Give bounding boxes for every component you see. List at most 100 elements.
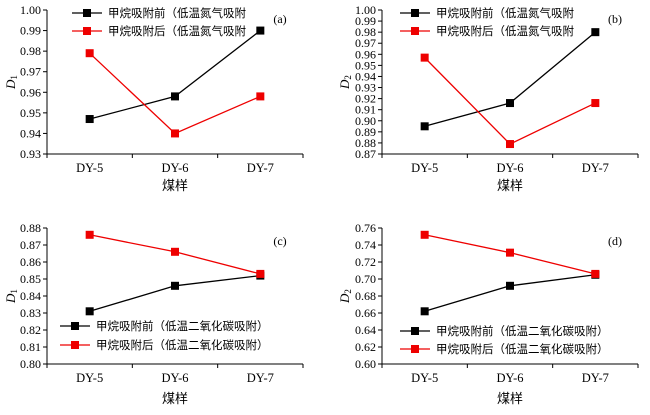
y-tick-label: 0.64 bbox=[355, 323, 376, 337]
data-point bbox=[591, 28, 600, 37]
y-tick-label: 0.94 bbox=[20, 126, 41, 140]
x-axis-title: 煤样 bbox=[162, 391, 188, 406]
y-tick-label: 0.86 bbox=[20, 255, 41, 269]
x-tick-label: DY-7 bbox=[582, 371, 609, 385]
legend-label: 甲烷吸附前（低温二氧化碳吸附） bbox=[96, 319, 269, 333]
chart-panel-3: 0.60 0.62 0.64 0.66 0.68 0.70 0.72 0.74 0.76 DY-5… bbox=[337, 221, 639, 406]
chart-panel-1: 0.870.880.890.900.910.920.930.940.950.96… bbox=[337, 3, 639, 193]
y-tick-label: 0.95 bbox=[20, 106, 41, 120]
y-tick-label: 0.98 bbox=[20, 44, 41, 58]
x-tick-label: DY-6 bbox=[161, 161, 188, 175]
legend-label: 甲烷吸附前（低温二氧化碳吸附） bbox=[436, 324, 609, 338]
y-tick-label: 0.91 bbox=[355, 103, 376, 117]
data-point bbox=[591, 269, 600, 278]
y-tick-label: 0.89 bbox=[355, 125, 376, 139]
y-tick-label: 0.88 bbox=[20, 221, 41, 235]
y-axis-title: D1 bbox=[3, 289, 19, 304]
x-tick-label: DY-6 bbox=[496, 161, 523, 175]
data-point bbox=[256, 26, 265, 35]
y-tick-label: 0.66 bbox=[355, 306, 376, 320]
chart-panel-2: 0.80 0.81 0.82 0.83 0.84 0.85 0.86 0.87 0.88 DY-5… bbox=[3, 221, 304, 406]
data-point bbox=[171, 92, 179, 101]
data-point bbox=[420, 53, 429, 62]
y-tick-label: 0.84 bbox=[20, 289, 41, 303]
y-tick-label: 0.81 bbox=[20, 340, 41, 354]
y-tick-label: 0.74 bbox=[355, 238, 376, 252]
legend-swatch-marker bbox=[411, 327, 419, 335]
y-tick-label: 0.85 bbox=[20, 272, 41, 286]
chart-panel-0: 0.93 0.94 0.95 0.96 0.97 0.98 0.99 1.00 DY-5 DY-6… bbox=[3, 3, 304, 193]
series-line-0 bbox=[89, 274, 261, 312]
y-axis-title: D2 bbox=[337, 75, 353, 90]
x-tick-label: DY-5 bbox=[411, 161, 438, 175]
series-line-0 bbox=[89, 30, 261, 120]
y-tick-label: 0.92 bbox=[355, 92, 376, 106]
y-tick-label: 0.76 bbox=[355, 221, 376, 235]
y-tick-label: 0.94 bbox=[355, 69, 376, 83]
y-tick-label: 0.80 bbox=[20, 357, 41, 371]
legend-label: 甲烷吸附后（低温二氧化碳吸附） bbox=[96, 338, 269, 352]
y-tick-label: 0.97 bbox=[355, 36, 376, 50]
data-point bbox=[85, 230, 94, 239]
data-point bbox=[256, 92, 265, 101]
x-axis-title: 煤样 bbox=[162, 178, 188, 193]
y-tick-label: 0.62 bbox=[355, 340, 376, 354]
data-point bbox=[171, 281, 179, 290]
y-tick-label: 0.98 bbox=[355, 25, 376, 39]
data-point bbox=[85, 49, 94, 58]
data-point bbox=[420, 307, 429, 316]
y-tick-label: 0.96 bbox=[355, 47, 376, 61]
data-point bbox=[85, 115, 94, 124]
legend-swatch-marker bbox=[83, 9, 91, 17]
y-tick-label: 0.97 bbox=[20, 65, 41, 79]
y-tick-label: 0.99 bbox=[20, 24, 41, 38]
y-tick-label: 0.83 bbox=[20, 306, 41, 320]
y-tick-label: 1.00 bbox=[20, 3, 41, 17]
y-tick-label: 0.60 bbox=[355, 357, 376, 371]
x-tick-label: DY-6 bbox=[161, 371, 188, 385]
x-tick-label: DY-7 bbox=[582, 161, 609, 175]
legend-label: 甲烷吸附前（低温氮气吸附 bbox=[108, 6, 246, 20]
data-point bbox=[506, 140, 514, 149]
y-tick-label: 0.93 bbox=[20, 147, 41, 161]
legend-swatch-marker bbox=[71, 341, 79, 349]
legend-swatch-marker bbox=[411, 9, 419, 17]
legend-swatch-marker bbox=[71, 322, 79, 330]
y-axis-title: D1 bbox=[3, 75, 19, 90]
y-tick-label: 0.72 bbox=[355, 255, 376, 269]
data-point bbox=[171, 129, 179, 138]
y-axis-title: D2 bbox=[337, 289, 353, 304]
data-point bbox=[171, 247, 179, 256]
legend-label: 甲烷吸附前（低温氮气吸附 bbox=[436, 6, 574, 20]
legend-label: 甲烷吸附后（低温氮气吸附 bbox=[108, 24, 246, 38]
y-tick-label: 0.96 bbox=[20, 85, 41, 99]
y-tick-label: 0.87 bbox=[355, 147, 376, 161]
x-tick-label: DY-7 bbox=[247, 371, 274, 385]
x-tick-label: DY-5 bbox=[76, 371, 103, 385]
legend-swatch-marker bbox=[411, 345, 419, 353]
series-line-0 bbox=[424, 31, 596, 127]
y-tick-label: 0.87 bbox=[20, 238, 41, 252]
panel-label: (a) bbox=[273, 12, 286, 26]
legend-label: 甲烷吸附后（低温二氧化碳吸附） bbox=[436, 342, 609, 356]
data-point bbox=[420, 122, 429, 131]
data-point bbox=[420, 230, 429, 239]
x-tick-label: DY-5 bbox=[411, 371, 438, 385]
y-tick-label: 0.95 bbox=[355, 58, 376, 72]
data-point bbox=[506, 281, 514, 290]
legend-swatch-marker bbox=[411, 27, 419, 35]
panel-label: (d) bbox=[608, 234, 622, 248]
x-axis-title: 煤样 bbox=[497, 391, 523, 406]
legend-label: 甲烷吸附后（低温氮气吸附 bbox=[436, 24, 574, 38]
series-line-0 bbox=[424, 274, 596, 312]
x-axis-title: 煤样 bbox=[497, 178, 523, 193]
data-point bbox=[506, 248, 514, 257]
panel-label: (b) bbox=[608, 12, 622, 26]
data-point bbox=[591, 99, 600, 108]
y-tick-label: 0.82 bbox=[20, 323, 41, 337]
y-tick-label: 0.93 bbox=[355, 81, 376, 95]
y-tick-label: 0.68 bbox=[355, 289, 376, 303]
y-tick-label: 1.00 bbox=[355, 3, 376, 17]
